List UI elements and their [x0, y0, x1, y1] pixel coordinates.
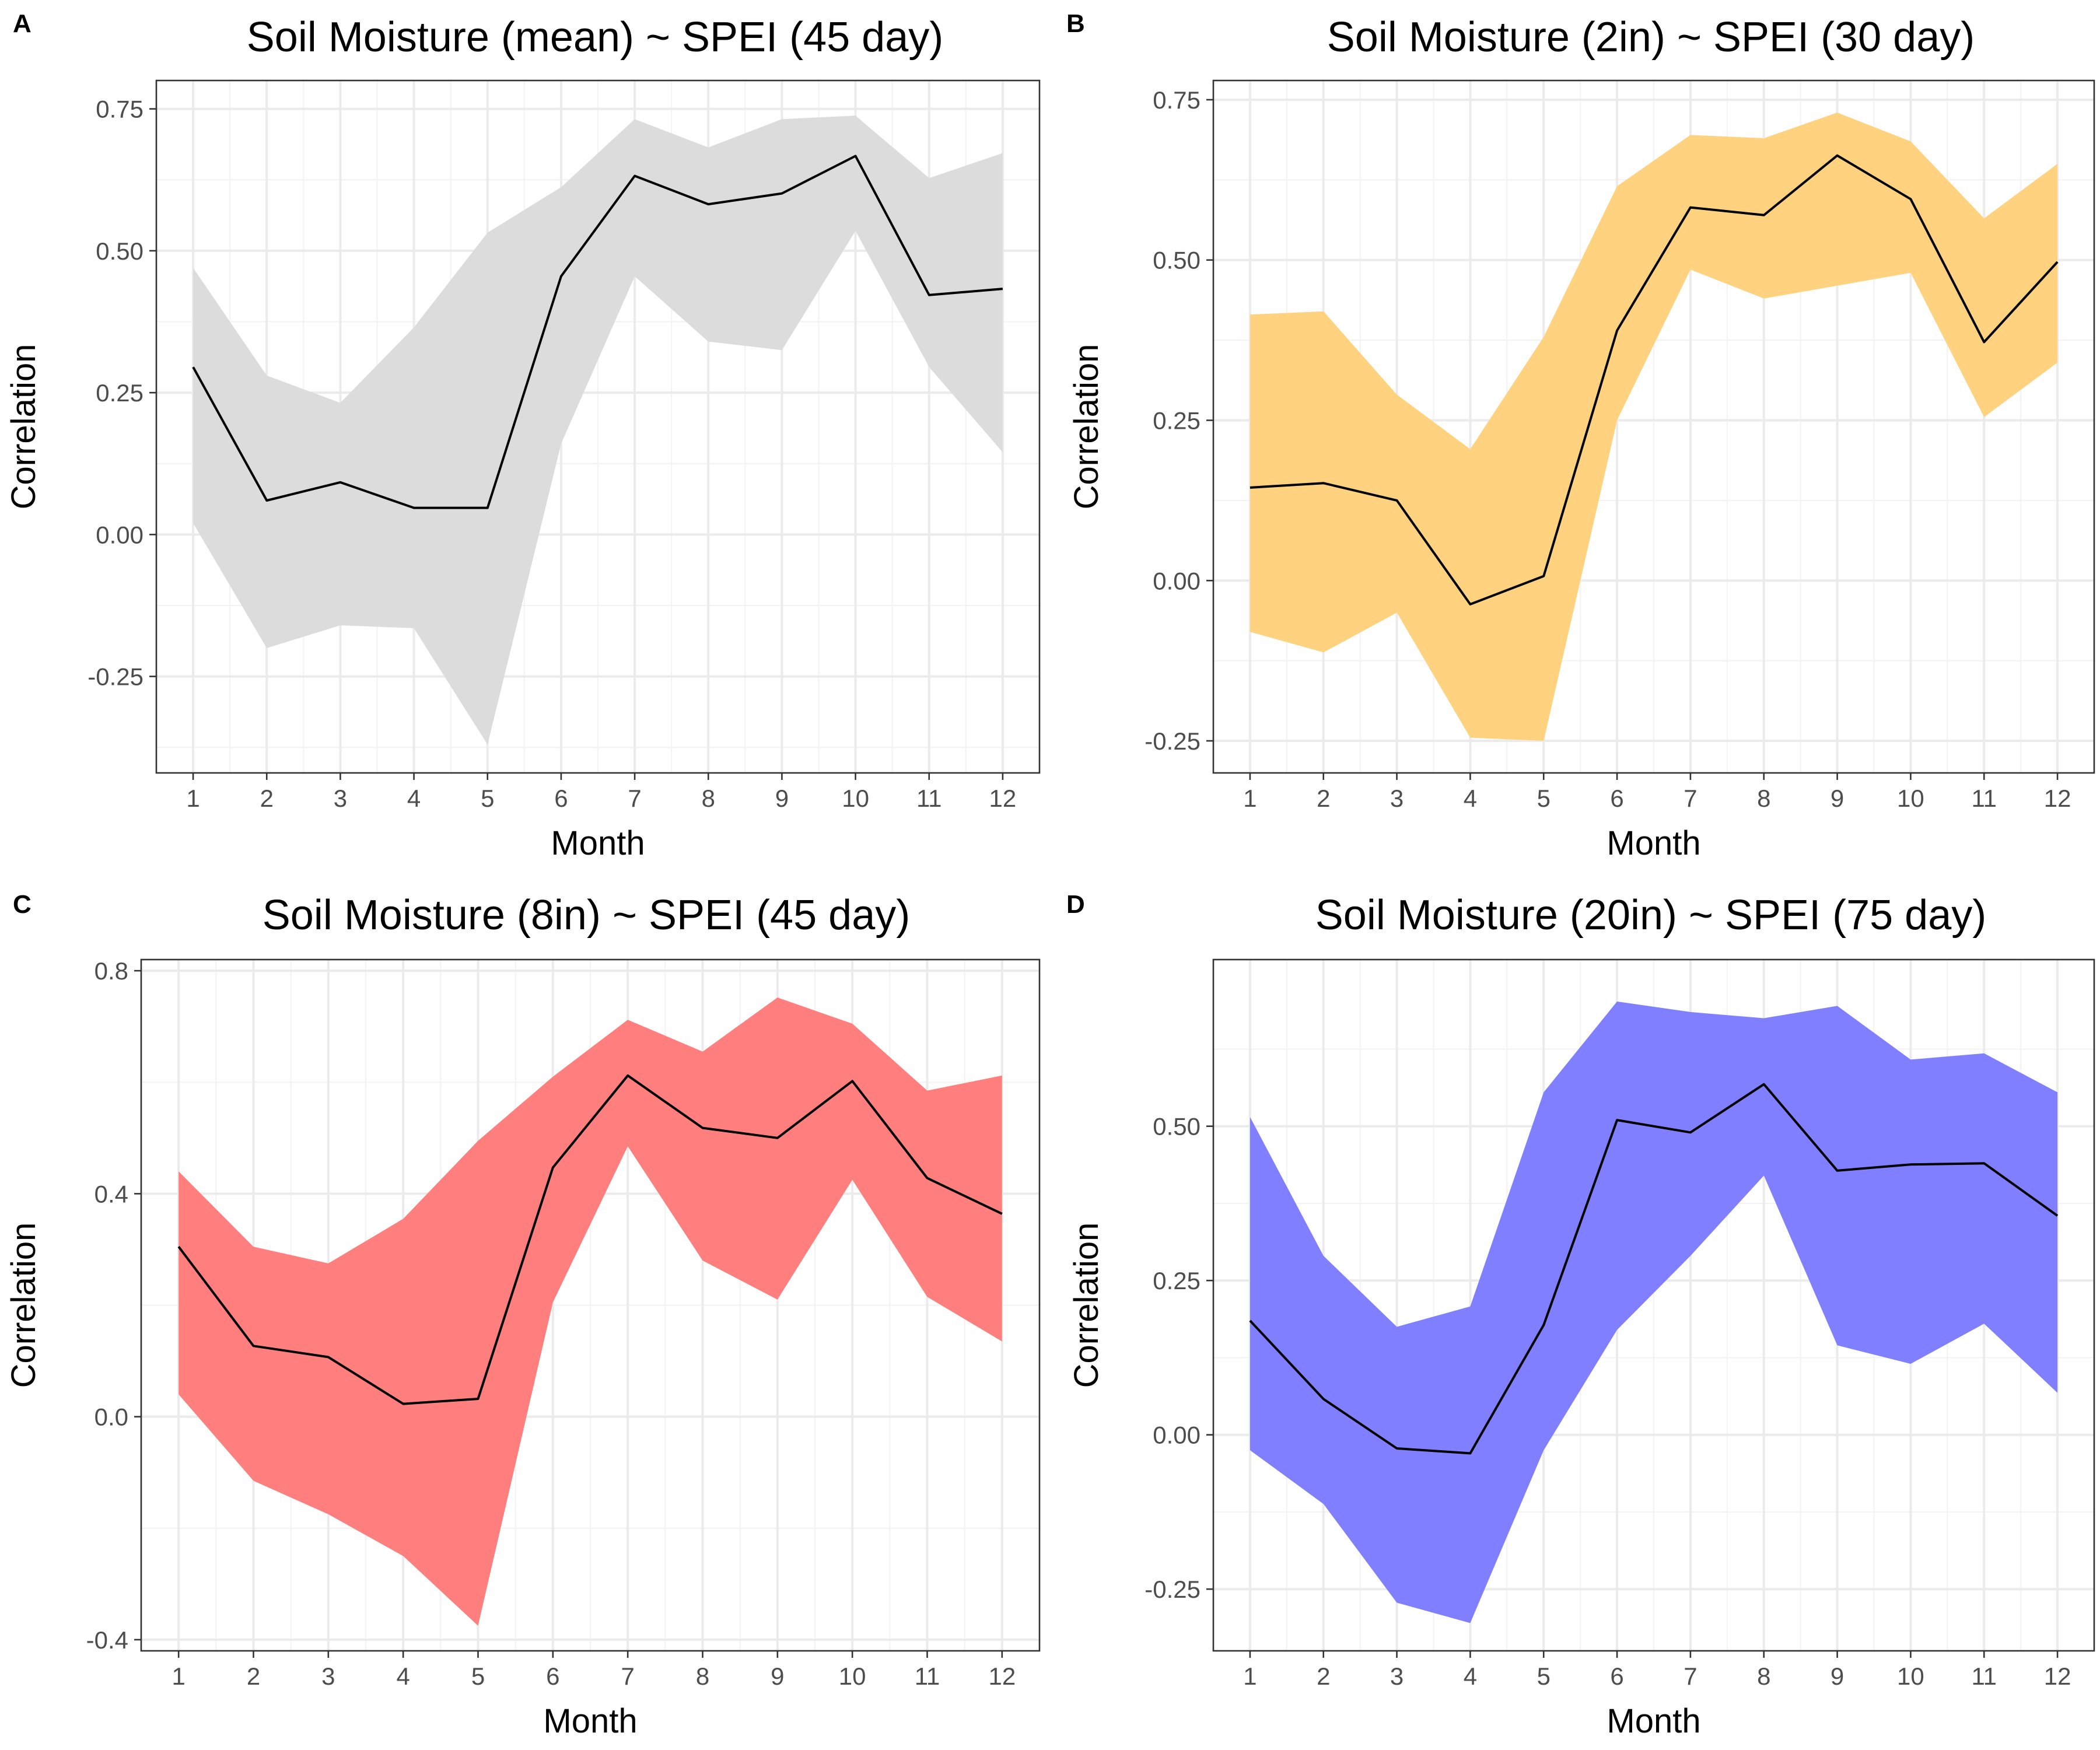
x-tick-label: 5 — [1537, 1662, 1550, 1690]
y-tick-label: -0.25 — [88, 663, 144, 691]
mean-correlation-line — [177, 1074, 1003, 1405]
x-tick-label: 12 — [989, 785, 1017, 812]
y-tick-label: 0.00 — [1153, 1422, 1200, 1449]
mean-correlation-line — [1249, 1083, 2059, 1455]
y-tick-label: 0.25 — [1153, 407, 1200, 435]
x-tick-label: 12 — [2044, 1662, 2071, 1690]
mean-correlation-line — [1250, 154, 2059, 606]
x-tick-label: 1 — [1243, 785, 1256, 812]
x-tick-label: 7 — [1684, 785, 1697, 812]
y-tick-label: 0.75 — [96, 96, 144, 123]
x-axis-title: Month — [1606, 824, 1700, 862]
x-tick-label: 9 — [1831, 785, 1844, 812]
x-tick-label: 2 — [1317, 785, 1330, 812]
panel-b: B Soil Moisture (2in) ~ SPEI (30 day) -0.2… — [1066, 9, 2095, 862]
panel-tag: D — [1066, 890, 1085, 919]
x-tick-label: 8 — [1757, 1662, 1770, 1690]
x-axis-title: Month — [551, 824, 645, 862]
x-tick-label: 10 — [1897, 1662, 1924, 1690]
x-tick-label: 10 — [1897, 785, 1924, 812]
x-tick-label: 1 — [186, 785, 200, 812]
x-tick-label: 9 — [771, 1662, 784, 1690]
x-tick-label: 2 — [247, 1662, 260, 1690]
x-tick-label: 8 — [696, 1662, 709, 1690]
x-tick-label: 12 — [988, 1662, 1016, 1690]
x-tick-label: 9 — [775, 785, 789, 812]
x-tick-label: 5 — [471, 1662, 485, 1690]
panel-tag: A — [13, 9, 32, 38]
x-tick-label: 7 — [1684, 1662, 1697, 1690]
x-tick-label: 12 — [2044, 785, 2071, 812]
y-axis-title: Correlation — [1068, 344, 1105, 510]
panel-c: C Soil Moisture (8in) ~ SPEI (45 day) -0.4… — [5, 890, 1041, 1740]
confidence-ribbon — [178, 998, 1002, 1626]
y-tick-label: -0.4 — [86, 1626, 128, 1654]
y-tick-label: 0.00 — [1153, 567, 1200, 594]
plot-border — [1212, 79, 2095, 774]
x-tick-label: 9 — [1831, 1662, 1844, 1690]
y-tick-label: 0.8 — [94, 957, 128, 985]
confidence-ribbon — [193, 116, 1003, 745]
y-axis-title: Correlation — [5, 1223, 43, 1388]
x-tick-label: 11 — [1971, 1662, 1997, 1690]
panel-a: A Soil Moisture (mean) ~ SPEI (45 day) -0.… — [5, 9, 1041, 862]
x-tick-label: 8 — [1757, 785, 1770, 812]
x-tick-label: 7 — [621, 1662, 634, 1690]
y-tick-label: 0.25 — [1153, 1267, 1200, 1294]
confidence-ribbon — [1250, 1001, 2058, 1623]
x-tick-label: 1 — [172, 1662, 185, 1690]
x-tick-label: 11 — [1971, 785, 1997, 812]
x-tick-label: 11 — [916, 785, 942, 812]
x-tick-label: 3 — [334, 785, 347, 812]
panel-title: Soil Moisture (8in) ~ SPEI (45 day) — [262, 892, 910, 939]
y-tick-label: 0.0 — [94, 1404, 128, 1431]
plot-border — [140, 958, 1041, 1652]
x-tick-label: 2 — [1317, 1662, 1330, 1690]
x-tick-label: 4 — [1464, 1662, 1477, 1690]
plot-border — [1212, 958, 2095, 1652]
x-axis-title: Month — [543, 1702, 637, 1740]
x-tick-label: 4 — [396, 1662, 410, 1690]
y-tick-label: -0.25 — [1144, 727, 1200, 755]
y-tick-label: 0.50 — [1153, 1113, 1200, 1140]
x-tick-label: 3 — [1390, 785, 1404, 812]
y-tick-label: 0.50 — [1153, 247, 1200, 274]
x-tick-label: 11 — [915, 1662, 940, 1690]
confidence-ribbon — [1250, 113, 2058, 741]
x-tick-label: 6 — [554, 785, 568, 812]
panel-title: Soil Moisture (mean) ~ SPEI (45 day) — [247, 14, 943, 61]
y-tick-label: 0.75 — [1153, 86, 1200, 114]
x-tick-label: 3 — [1390, 1662, 1404, 1690]
y-tick-label: 0.00 — [96, 521, 144, 548]
x-tick-label: 4 — [407, 785, 421, 812]
panel-title: Soil Moisture (2in) ~ SPEI (30 day) — [1327, 14, 1975, 61]
panel-tag: B — [1066, 9, 1085, 38]
panel-tag: C — [13, 890, 32, 919]
x-tick-label: 1 — [1243, 1662, 1256, 1690]
x-tick-label: 2 — [260, 785, 274, 812]
x-tick-label: 5 — [1537, 785, 1550, 812]
y-tick-label: 0.50 — [96, 237, 144, 265]
x-tick-label: 10 — [839, 1662, 866, 1690]
y-tick-label: 0.25 — [96, 379, 144, 407]
x-tick-label: 5 — [481, 785, 494, 812]
x-tick-label: 6 — [1610, 785, 1623, 812]
x-tick-label: 6 — [546, 1662, 559, 1690]
x-tick-label: 7 — [628, 785, 641, 812]
x-tick-label: 10 — [842, 785, 869, 812]
y-axis-title: Correlation — [5, 344, 43, 510]
panel-title: Soil Moisture (20in) ~ SPEI (75 day) — [1315, 892, 1987, 939]
x-tick-label: 8 — [702, 785, 715, 812]
mean-correlation-line — [192, 155, 1003, 509]
y-tick-label: 0.4 — [94, 1180, 128, 1208]
plot-border — [155, 79, 1041, 774]
x-tick-label: 6 — [1610, 1662, 1623, 1690]
x-tick-label: 3 — [321, 1662, 335, 1690]
y-tick-label: -0.25 — [1144, 1576, 1200, 1603]
y-axis-title: Correlation — [1068, 1223, 1105, 1388]
x-axis-title: Month — [1606, 1702, 1700, 1740]
x-tick-label: 4 — [1464, 785, 1477, 812]
panel-d: D Soil Moisture (20in) ~ SPEI (75 day) -0.… — [1066, 890, 2095, 1740]
